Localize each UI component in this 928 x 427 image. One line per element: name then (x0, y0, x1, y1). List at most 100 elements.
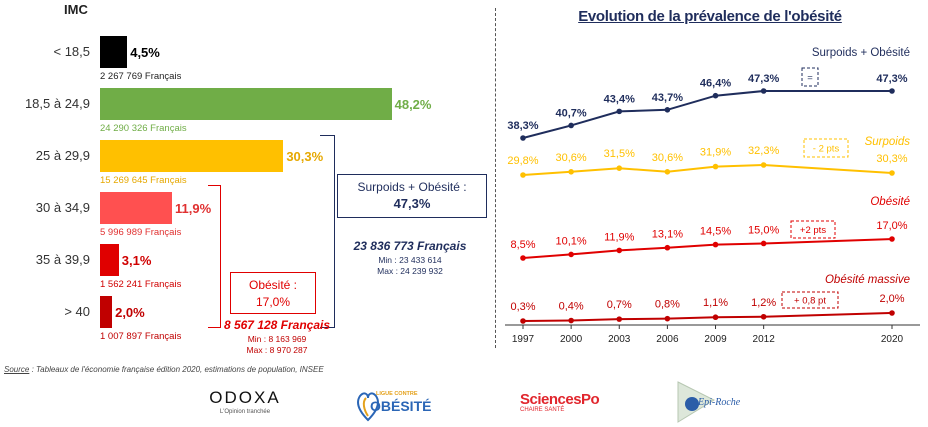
bmi-category-label: 30 à 34,9 (35, 200, 90, 215)
data-label: 40,7% (556, 107, 587, 119)
data-point (760, 88, 767, 94)
data-point (616, 165, 623, 171)
data-label: 2,0% (879, 293, 904, 305)
data-point (712, 241, 719, 248)
data-point (664, 107, 671, 113)
data-label: 38,3% (507, 120, 538, 132)
ligue-small-text: LIGUE CONTRE (376, 391, 418, 397)
sciencespo-logo: SciencesPo CHAIRE SANTÉ (520, 391, 620, 413)
data-label: 43,4% (604, 93, 635, 105)
bmi-count-label: 5 996 989 Français (100, 227, 182, 238)
source-text: : Tableaux de l'économie française éditi… (29, 365, 324, 374)
bmi-count-label: 24 290 326 Français (100, 123, 187, 134)
data-point (760, 313, 767, 320)
bmi-category-label: > 40 (64, 304, 90, 319)
source-note: Source : Tableaux de l'économie français… (4, 365, 324, 374)
bmi-percent-label: 4,5% (130, 45, 160, 60)
data-point (889, 236, 895, 242)
change-box (790, 220, 836, 239)
data-label: 1,1% (703, 297, 728, 309)
bmi-count-label: 1 562 241 Français (100, 279, 182, 290)
total-surpoids-count: 23 836 773 Français (353, 239, 467, 253)
bmi-percent-label: 3,1% (121, 253, 152, 268)
x-tick-label: 2020 (881, 334, 904, 345)
data-point (760, 240, 767, 247)
epi-roche-logo: Epi-Roche (676, 380, 766, 424)
data-label: 0,8% (655, 299, 680, 311)
odoxa-logo: ODOXA L'Opinion tranchée (200, 388, 290, 415)
obesite-box-label: Obésité : (248, 278, 298, 292)
series-line (522, 163, 893, 176)
data-point (520, 172, 526, 178)
data-point (760, 162, 767, 168)
change-box (803, 138, 849, 158)
data-label: 47,3% (748, 73, 779, 85)
surpoids-obesite-box: Surpoids + Obésité : 47,3% (337, 174, 487, 218)
bmi-bar (100, 244, 119, 276)
series-name: Surpoids (865, 136, 911, 148)
data-label: 0,3% (510, 301, 535, 313)
data-point (712, 314, 719, 321)
data-point (889, 88, 895, 94)
bmi-bar (100, 296, 113, 328)
data-point (568, 251, 574, 258)
panel-divider (495, 8, 496, 348)
data-point (664, 169, 671, 175)
data-label: 30,6% (556, 152, 587, 164)
odoxa-logo-tag: L'Opinion tranchée (219, 409, 271, 415)
data-label: 11,9% (604, 231, 635, 243)
data-label: 32,3% (748, 145, 779, 157)
data-point (889, 310, 895, 316)
data-label: 0,7% (607, 299, 632, 311)
x-tick-label: 2006 (656, 334, 679, 345)
series-name: Surpoids + Obésité (812, 47, 910, 59)
total-obesite: 8 567 128 Français Min : 8 163 969 Max :… (212, 318, 342, 355)
x-tick-label: 2009 (704, 334, 727, 345)
series-line (522, 312, 893, 322)
data-label: 30,3% (876, 153, 907, 165)
change-box (801, 67, 819, 87)
data-label: 17,0% (876, 220, 907, 232)
total-obesite-count: 8 567 128 Français (223, 318, 331, 332)
data-label: 47,3% (876, 73, 907, 85)
epi-roche-emblem-icon (677, 381, 716, 423)
x-tick-label: 1997 (512, 334, 535, 345)
data-label: 43,7% (652, 92, 683, 104)
obesite-bracket (208, 185, 221, 328)
bmi-category-label: 18,5 à 24,9 (24, 96, 90, 111)
data-point (568, 169, 574, 175)
total-surpoids-max: Max : 24 239 932 (377, 266, 443, 276)
change-box (781, 291, 839, 309)
odoxa-logo-text: ODOXA (209, 388, 281, 407)
data-point (520, 318, 526, 324)
total-obesite-min: Min : 8 163 969 (247, 334, 307, 344)
data-point (889, 170, 895, 176)
surpoids-obesite-box-label: Surpoids + Obésité : (357, 180, 467, 194)
data-label: 13,1% (652, 229, 683, 241)
data-point (616, 316, 623, 322)
data-point (568, 317, 574, 324)
data-label: 15,0% (748, 224, 779, 236)
data-point (520, 255, 526, 261)
x-tick-label: 2012 (753, 334, 776, 345)
obesite-box-value: 17,0% (255, 295, 291, 309)
data-point (520, 135, 526, 141)
bmi-bar (100, 140, 284, 172)
total-surpoids-min: Min : 23 433 614 (378, 255, 442, 265)
data-point (616, 108, 623, 115)
sciencespo-text: SciencesPo (520, 391, 600, 408)
bmi-bar (100, 36, 128, 68)
data-point (664, 315, 671, 322)
surpoids-obesite-box-value: 47,3% (393, 196, 431, 211)
ligue-main-text: OBÉSITÉ (370, 398, 432, 414)
obesite-box: Obésité : 17,0% (230, 272, 316, 314)
ligue-heart-icon (357, 392, 379, 422)
data-label: 30,6% (652, 152, 683, 164)
x-tick-label: 2003 (608, 334, 631, 345)
data-label: 0,4% (559, 301, 584, 313)
total-surpoids: 23 836 773 Français Min : 23 433 614 Max… (345, 239, 475, 276)
chart-title: Evolution de la prévalence de l'obésité (578, 8, 842, 25)
data-label: 1,2% (751, 297, 776, 309)
bmi-bar (100, 192, 172, 224)
series-name: Obésité (870, 196, 910, 208)
